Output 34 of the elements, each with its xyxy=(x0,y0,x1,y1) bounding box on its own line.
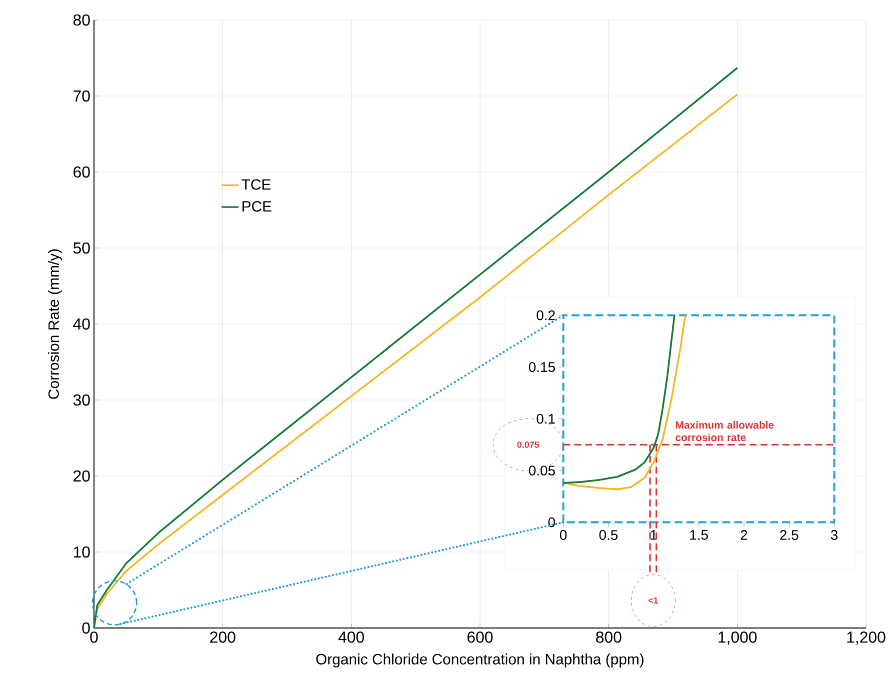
y-tick-label: 20 xyxy=(74,470,90,482)
x-tick-label: 800 xyxy=(596,632,622,643)
legend-label: TCE xyxy=(242,179,271,190)
y-tick-label: 50 xyxy=(73,242,90,254)
ref-line-label: Maximum allowable corrosion rate xyxy=(676,421,774,442)
x-axis-title: Organic Chloride Concentration in Naphtha (ppm) xyxy=(316,654,644,668)
x-tick-label: 1.5 xyxy=(690,530,708,540)
x-tick-label: 1,000 xyxy=(718,632,757,645)
y-tick-label: 0.2 xyxy=(536,310,555,320)
y-axis-title: Corrosion Rate (mm/y) xyxy=(48,249,62,399)
y-tick-label: 0.1 xyxy=(536,414,555,424)
y-tick-label: 10 xyxy=(74,546,90,558)
y-tick-label: 60 xyxy=(74,166,90,178)
x-tick-label: 2.5 xyxy=(780,530,798,540)
y-tick-label: 80 xyxy=(73,14,90,26)
y-tick-label: 40 xyxy=(73,318,90,330)
y-tick-label: 30 xyxy=(73,394,90,406)
x-tick-label: 2 xyxy=(740,530,748,540)
x-tick-label: 600 xyxy=(468,632,493,643)
x-tick-label: 0 xyxy=(90,632,98,643)
y-tick-label: 0 xyxy=(82,622,90,634)
y-tick-label: 70 xyxy=(74,90,90,102)
y-tick-label: 0.15 xyxy=(528,362,555,372)
x-tick-label: 3 xyxy=(830,530,838,540)
y-tick-label: 0 xyxy=(548,517,555,528)
x-tick-label: 200 xyxy=(210,632,236,643)
x-tick-label: 1,200 xyxy=(847,632,886,645)
x-tick-label: 0 xyxy=(560,530,567,540)
annotation: <1 xyxy=(648,597,658,604)
y-tick-label: 0.05 xyxy=(528,466,555,476)
x-tick-label: 0.5 xyxy=(599,530,618,540)
legend-label: PCE xyxy=(242,201,272,212)
annotation: 0.075 xyxy=(517,441,540,448)
x-tick-label: 400 xyxy=(338,632,364,643)
